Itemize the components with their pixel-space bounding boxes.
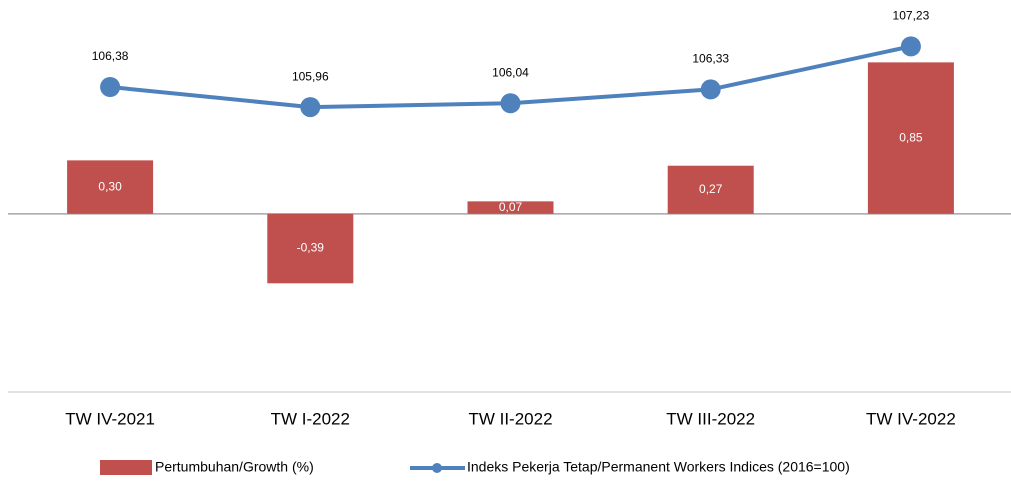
point-label: 107,23 [893, 9, 930, 23]
legend-marker [432, 463, 442, 473]
bar [467, 201, 554, 214]
x-tick-label: TW II-2022 [468, 409, 552, 428]
x-tick-label: TW IV-2021 [65, 409, 155, 428]
point-label: 105,96 [292, 69, 329, 83]
x-tick-label: TW IV-2022 [866, 409, 956, 428]
bar-label: 0,27 [699, 182, 723, 196]
line-point [500, 93, 521, 114]
point-label: 106,04 [492, 65, 529, 79]
line-point [900, 36, 921, 57]
line-point [700, 79, 721, 100]
bar-label: 0,85 [899, 130, 923, 144]
bar-label: 0,07 [499, 200, 523, 214]
bar [67, 160, 154, 214]
x-tick-label: TW III-2022 [666, 409, 755, 428]
legend-label: Indeks Pekerja Tetap/Permanent Workers I… [467, 459, 850, 475]
point-label: 106,33 [692, 52, 729, 66]
line-point [300, 97, 321, 118]
line-point [100, 77, 121, 98]
bar [667, 165, 754, 214]
x-tick-label: TW I-2022 [271, 409, 350, 428]
legend-swatch [100, 460, 152, 475]
bar-label: 0,30 [98, 179, 122, 193]
bar [267, 213, 354, 284]
legend-label: Pertumbuhan/Growth (%) [155, 459, 314, 475]
point-label: 106,38 [92, 49, 129, 63]
bar [867, 62, 954, 214]
bar-label: -0,39 [297, 241, 325, 255]
